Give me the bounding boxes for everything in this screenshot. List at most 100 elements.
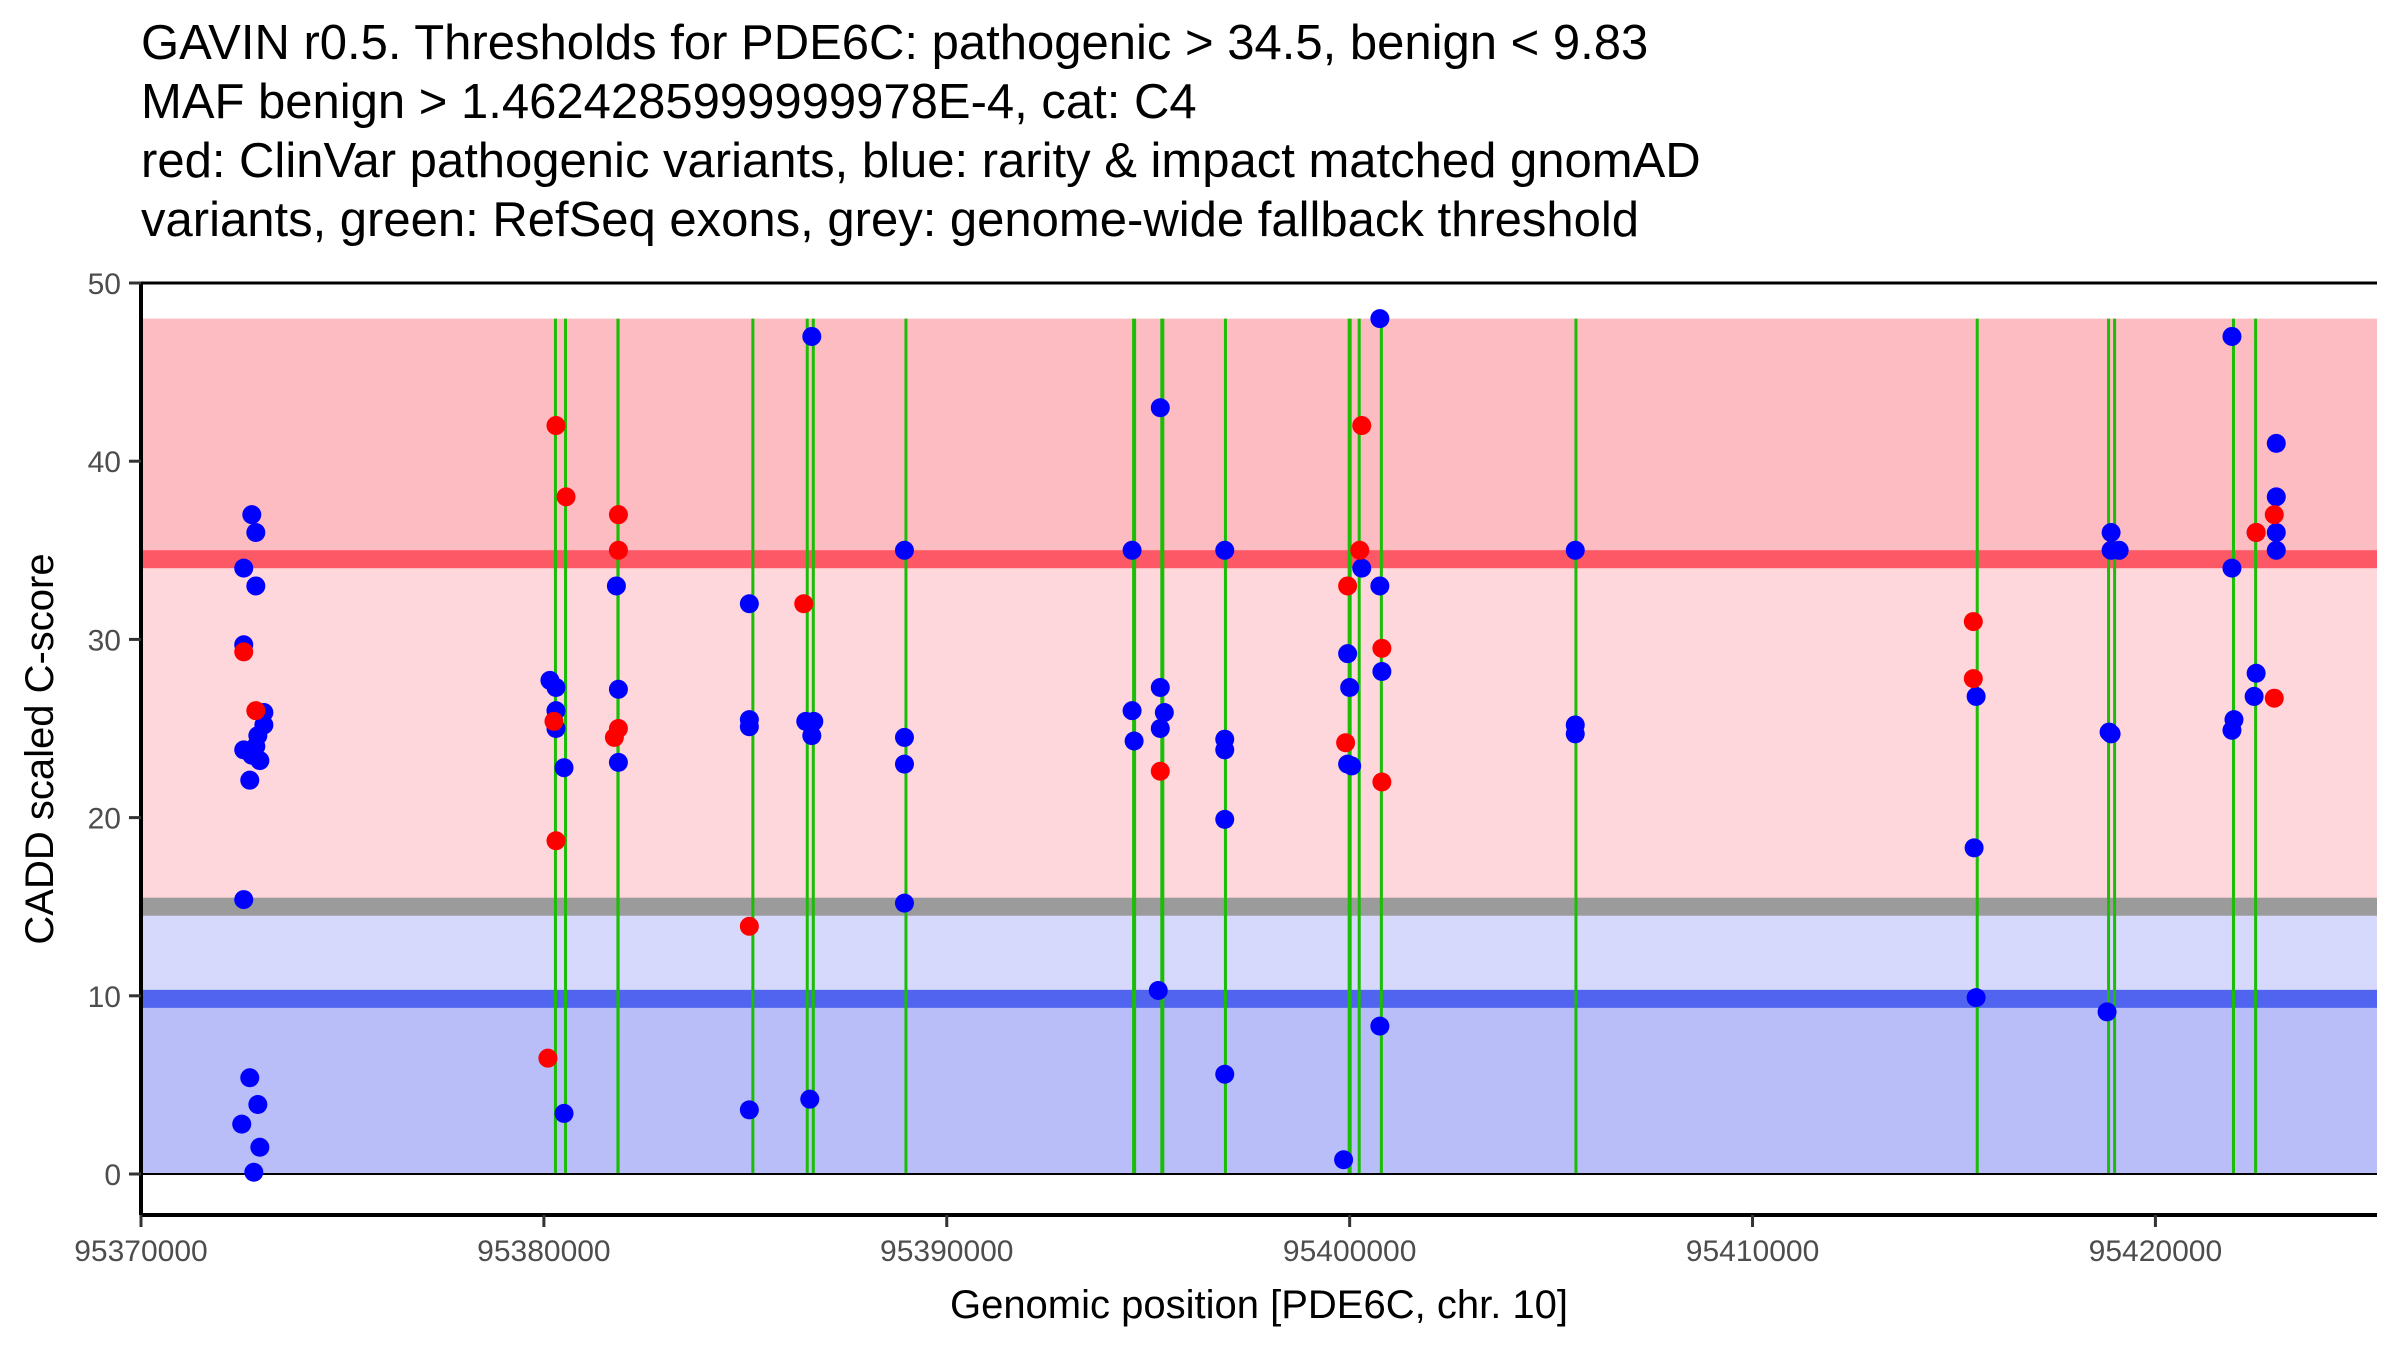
title-line-1: GAVIN r0.5. Thresholds for PDE6C: pathog…: [141, 16, 1649, 70]
grey-to-pathogenic-zone-band: [141, 559, 2377, 907]
gnomad-point: [1340, 678, 1360, 698]
exon-mark: [2231, 318, 2235, 1175]
x-tick-label: 95400000: [1283, 1235, 1416, 1268]
gnomad-point: [1150, 678, 1170, 698]
exon-mark: [553, 318, 557, 1175]
title-line-3: red: ClinVar pathogenic variants, blue: …: [141, 134, 1701, 188]
y-tick-label: 30: [88, 624, 121, 657]
benign-threshold-line: [141, 989, 2377, 1008]
clinvar-pathogenic-point: [1372, 772, 1392, 792]
gnomad-point: [554, 1103, 574, 1123]
gnomad-point: [1215, 1064, 1235, 1084]
exon-mark: [564, 318, 568, 1175]
threshold-lines-layer: [141, 550, 2377, 1008]
exon-mark: [1975, 318, 1979, 1175]
clinvar-pathogenic-point: [2246, 522, 2266, 542]
gnomad-point: [248, 1095, 268, 1115]
points-layer: [232, 309, 2286, 1182]
gnomad-point: [234, 558, 254, 578]
clinvar-pathogenic-point: [608, 719, 628, 739]
gnomad-point: [1352, 558, 1372, 578]
gnomad-point: [800, 1089, 820, 1109]
x-tick-label: 95420000: [2089, 1235, 2222, 1268]
gnomad-point: [802, 726, 822, 746]
clinvar-pathogenic-point: [1963, 669, 1983, 689]
gnomad-point: [244, 1162, 264, 1182]
gnomad-point: [894, 754, 914, 774]
gnomad-point: [1215, 540, 1235, 560]
exon-mark: [1357, 318, 1361, 1175]
gnomad-point: [1215, 809, 1235, 829]
gnomad-point: [1148, 980, 1168, 1000]
exon-mark: [2113, 318, 2117, 1175]
gnomad-point: [802, 326, 822, 346]
clinvar-pathogenic-point: [556, 487, 576, 507]
gnomad-point: [1124, 731, 1144, 751]
clinvar-pathogenic-point: [2264, 505, 2284, 525]
title-line-4: variants, green: RefSeq exons, grey: gen…: [141, 193, 1640, 247]
x-axis-title: Genomic position [PDE6C, chr. 10]: [950, 1283, 1568, 1327]
y-axis-title: CADD scaled C-score: [18, 553, 62, 944]
y-tick-label: 20: [88, 803, 121, 836]
exon-mark: [1574, 318, 1578, 1175]
exon-mark: [2254, 318, 2258, 1175]
gnomad-point: [1565, 540, 1585, 560]
clinvar-pathogenic-point: [1963, 612, 1983, 632]
gnomad-point: [1150, 719, 1170, 739]
gnomad-point: [739, 717, 759, 737]
x-tick-label: 95410000: [1686, 1235, 1819, 1268]
gnomad-point: [546, 678, 566, 698]
gnomad-point: [608, 679, 628, 699]
gnomad-point: [234, 890, 254, 910]
x-tick-label: 95370000: [74, 1235, 207, 1268]
gnomad-point: [894, 540, 914, 560]
y-tick-label: 40: [88, 446, 121, 479]
clinvar-pathogenic-point: [538, 1048, 558, 1068]
exon-mark: [1160, 318, 1165, 1175]
exon-mark: [811, 318, 815, 1175]
gnomad-point: [606, 576, 626, 596]
gnomad-point: [250, 1137, 270, 1157]
gnomad-point: [2097, 1002, 2117, 1022]
exon-mark: [2107, 318, 2111, 1175]
x-tick-label: 95390000: [880, 1235, 1013, 1268]
clinvar-pathogenic-point: [546, 831, 566, 851]
gnomad-point: [1215, 740, 1235, 760]
exon-mark: [751, 318, 755, 1175]
x-ticks: 95370000 95380000 95390000 95400000 95410000…: [74, 1215, 2222, 1268]
gnomad-point: [804, 711, 824, 731]
gnomad-point: [2266, 487, 2286, 507]
gnomad-point: [1150, 398, 1170, 418]
pathogenic-zone-band: [141, 318, 2377, 560]
gnomad-point: [1966, 988, 1986, 1008]
gnomad-point: [554, 758, 574, 778]
gnomad-point: [1338, 644, 1358, 664]
gnomad-point: [232, 1114, 252, 1134]
gnomad-point: [1342, 756, 1362, 776]
gnomad-point: [2246, 663, 2266, 683]
gnomad-point: [1122, 540, 1142, 560]
gnomad-point: [608, 752, 628, 772]
gnomad-point: [2222, 720, 2242, 740]
gnomad-point: [739, 1100, 759, 1120]
clinvar-pathogenic-point: [1352, 416, 1372, 436]
title-line-2: MAF benign > 1.4624285999999978E-4, cat:…: [141, 75, 1197, 129]
clinvar-pathogenic-point: [794, 594, 814, 614]
exon-mark: [1379, 318, 1383, 1175]
gnomad-point: [240, 770, 260, 790]
chart-title: GAVIN r0.5. Thresholds for PDE6C: pathog…: [141, 14, 1701, 250]
fallback-threshold-line: [141, 897, 2377, 916]
gnomad-point: [246, 522, 266, 542]
gnomad-point: [246, 576, 266, 596]
benign-to-grey-zone-band: [141, 906, 2377, 999]
clinvar-pathogenic-point: [1338, 576, 1358, 596]
axes-layer: [139, 281, 2377, 1217]
gnomad-point: [2101, 522, 2121, 542]
clinvar-pathogenic-point: [608, 505, 628, 525]
y-tick-label: 10: [88, 981, 121, 1014]
clinvar-pathogenic-point: [1372, 638, 1392, 658]
benign-zone-band: [141, 998, 2377, 1175]
gnomad-point: [1370, 576, 1390, 596]
gnomad-point: [2266, 433, 2286, 453]
